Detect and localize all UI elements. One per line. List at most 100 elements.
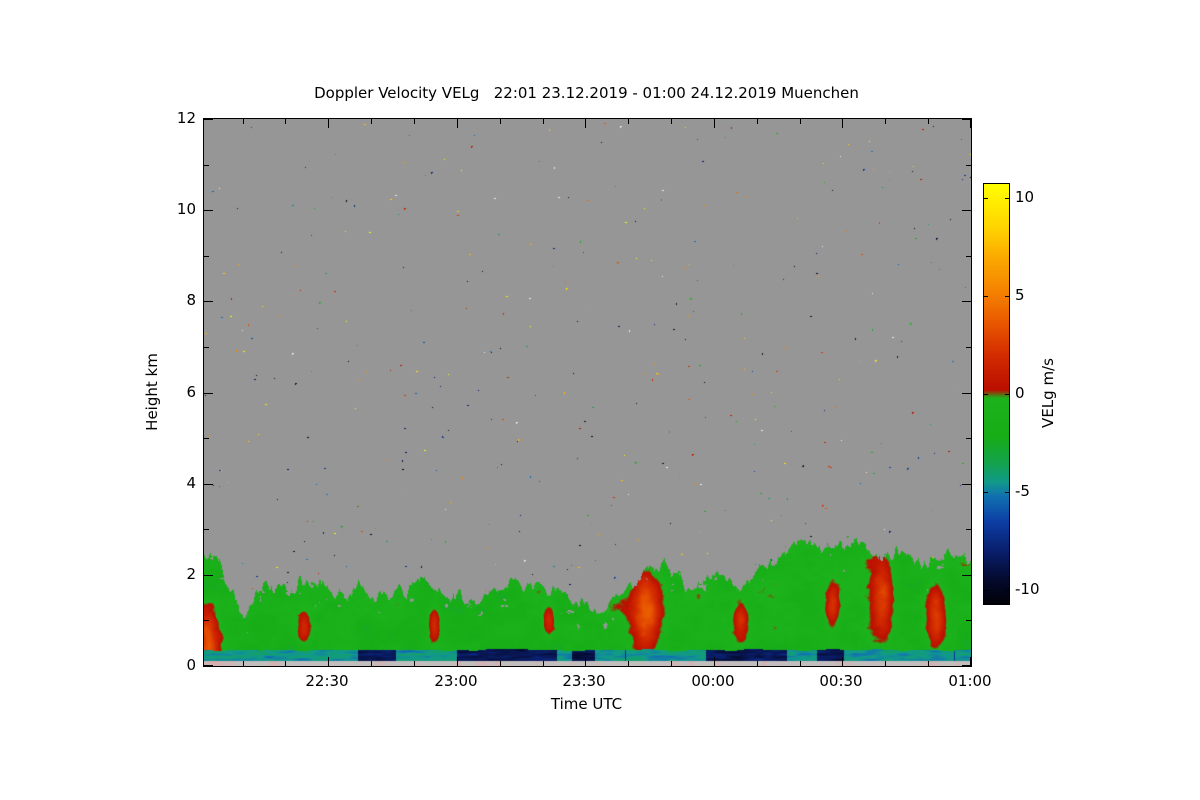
colorbar [983, 183, 1010, 605]
colorbar-tick-mark [1005, 590, 1009, 591]
tick-mark [671, 661, 672, 666]
tick-mark [371, 119, 372, 124]
tick-mark [800, 119, 801, 124]
y-tick-label: 12 [176, 109, 196, 127]
colorbar-tick-label: 10 [1015, 188, 1035, 206]
colorbar-tick-label: 5 [1015, 286, 1025, 304]
x-tick-label: 22:30 [305, 672, 349, 690]
tick-mark [204, 347, 209, 348]
tick-mark [543, 661, 544, 666]
y-tick-label: 6 [186, 383, 196, 401]
colorbar-tick-mark [984, 590, 988, 591]
y-tick-label: 10 [176, 200, 196, 218]
tick-mark [204, 575, 213, 576]
heatmap-canvas [204, 119, 971, 666]
tick-mark [204, 301, 213, 302]
tick-mark [204, 210, 213, 211]
tick-mark [714, 657, 715, 666]
tick-mark [966, 620, 971, 621]
colorbar-tick-mark [984, 492, 988, 493]
tick-mark [204, 438, 209, 439]
tick-mark [585, 119, 586, 128]
colorbar-tick-mark [984, 198, 988, 199]
x-tick-label: 00:30 [819, 672, 863, 690]
colorbar-tick-label: -10 [1015, 580, 1040, 598]
tick-mark [966, 529, 971, 530]
colorbar-tick-mark [1005, 198, 1009, 199]
colorbar-tick-mark [1005, 296, 1009, 297]
tick-mark [204, 119, 213, 120]
colorbar-axis-label: VELg m/s [1039, 358, 1057, 428]
colorbar-tick-label: -5 [1015, 482, 1030, 500]
tick-mark [204, 484, 213, 485]
tick-mark [414, 119, 415, 124]
tick-mark [842, 657, 843, 666]
x-axis-label: Time UTC [550, 695, 623, 713]
x-tick-label: 23:30 [562, 672, 606, 690]
chart-title: Doppler Velocity VELg 22:01 23.12.2019 -… [314, 84, 859, 102]
tick-mark [966, 438, 971, 439]
tick-mark [500, 119, 501, 124]
tick-mark [928, 661, 929, 666]
tick-mark [204, 529, 209, 530]
tick-mark [243, 119, 244, 124]
tick-mark [243, 661, 244, 666]
tick-mark [285, 119, 286, 124]
tick-mark [885, 661, 886, 666]
colorbar-tick-label: 0 [1015, 384, 1025, 402]
tick-mark [414, 661, 415, 666]
tick-mark [671, 119, 672, 124]
tick-mark [628, 119, 629, 124]
tick-mark [204, 665, 213, 666]
tick-mark [962, 210, 971, 211]
colorbar-tick-marks [984, 184, 1009, 604]
colorbar-tick-mark [984, 296, 988, 297]
tick-mark [628, 661, 629, 666]
tick-mark [962, 393, 971, 394]
tick-mark [966, 347, 971, 348]
plot-area [203, 118, 972, 667]
tick-mark [757, 119, 758, 124]
colorbar-tick-mark [1005, 394, 1009, 395]
colorbar-tick-mark [1005, 492, 1009, 493]
tick-mark [714, 119, 715, 128]
tick-mark [966, 256, 971, 257]
tick-mark [842, 119, 843, 128]
tick-mark [970, 657, 971, 666]
tick-mark [328, 119, 329, 128]
x-tick-label: 01:00 [948, 672, 992, 690]
tick-mark [585, 657, 586, 666]
tick-mark [457, 657, 458, 666]
colorbar-tick-mark [984, 394, 988, 395]
tick-mark [204, 620, 209, 621]
tick-mark [962, 119, 971, 120]
tick-mark [885, 119, 886, 124]
tick-mark [966, 165, 971, 166]
tick-mark [962, 575, 971, 576]
tick-mark [457, 119, 458, 128]
tick-mark [962, 301, 971, 302]
tick-mark [204, 256, 209, 257]
x-tick-label: 23:00 [434, 672, 478, 690]
tick-mark [928, 119, 929, 124]
tick-mark [204, 165, 209, 166]
tick-mark [543, 119, 544, 124]
tick-mark [962, 484, 971, 485]
tick-mark [371, 661, 372, 666]
tick-mark [328, 657, 329, 666]
tick-mark [500, 661, 501, 666]
tick-mark [204, 393, 213, 394]
y-tick-label: 0 [186, 656, 196, 674]
x-tick-label: 00:00 [691, 672, 735, 690]
y-tick-label: 2 [186, 565, 196, 583]
tick-mark [800, 661, 801, 666]
y-tick-label: 4 [186, 474, 196, 492]
tick-mark [757, 661, 758, 666]
tick-mark [962, 665, 971, 666]
axis-tick-marks [204, 119, 971, 666]
tick-mark [285, 661, 286, 666]
y-tick-label: 8 [186, 291, 196, 309]
colorbar-gradient-canvas [984, 184, 1009, 604]
tick-mark [970, 119, 971, 128]
